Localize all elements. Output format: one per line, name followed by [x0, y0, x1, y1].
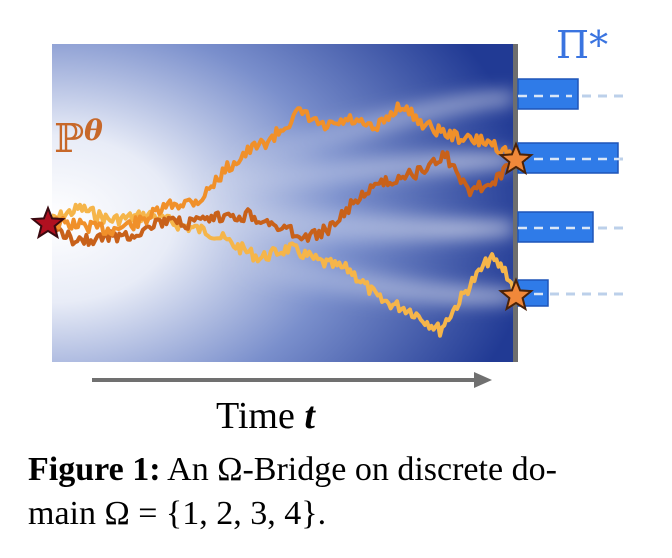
terminal-edge	[513, 44, 518, 362]
caption-omega: Ω	[217, 451, 243, 488]
end-star-icon-lower	[498, 277, 534, 312]
plot-background	[52, 44, 514, 362]
time-variable: t	[304, 395, 316, 437]
sample-path-dark	[52, 150, 514, 247]
time-text: Time	[216, 395, 304, 437]
figure-caption: Figure 1: An Ω-Bridge on discrete do- ma…	[28, 448, 648, 536]
pi-star-bars	[517, 78, 626, 307]
arrow-head-icon	[474, 372, 492, 388]
caption-math: Ω = {1, 2, 3, 4}	[104, 495, 318, 532]
p-theta-label: ℙθ	[54, 114, 103, 162]
plot-area	[52, 44, 514, 362]
omega-bridge-figure: ℙθ Π* Time t	[30, 23, 626, 437]
time-label: Time t	[216, 395, 316, 437]
end-star-icon-upper	[498, 141, 534, 176]
pi-star-label: Π*	[556, 23, 608, 67]
caption-text-1: An	[160, 451, 218, 488]
start-star-icon	[30, 205, 66, 240]
band-4	[230, 250, 514, 302]
bar-1	[517, 78, 579, 110]
caption-text-2: -Bridge on discrete do-	[242, 451, 557, 488]
sample-path-orange	[52, 101, 514, 237]
caption-line2-end: .	[317, 495, 327, 532]
p-theta-superscript: θ	[84, 114, 103, 147]
band-1	[230, 94, 514, 170]
p-theta-symbol: ℙ	[54, 116, 84, 162]
sample-path-light	[52, 202, 514, 338]
caption-label: Figure 1:	[28, 451, 161, 488]
caption-line2-start: main	[28, 495, 105, 532]
